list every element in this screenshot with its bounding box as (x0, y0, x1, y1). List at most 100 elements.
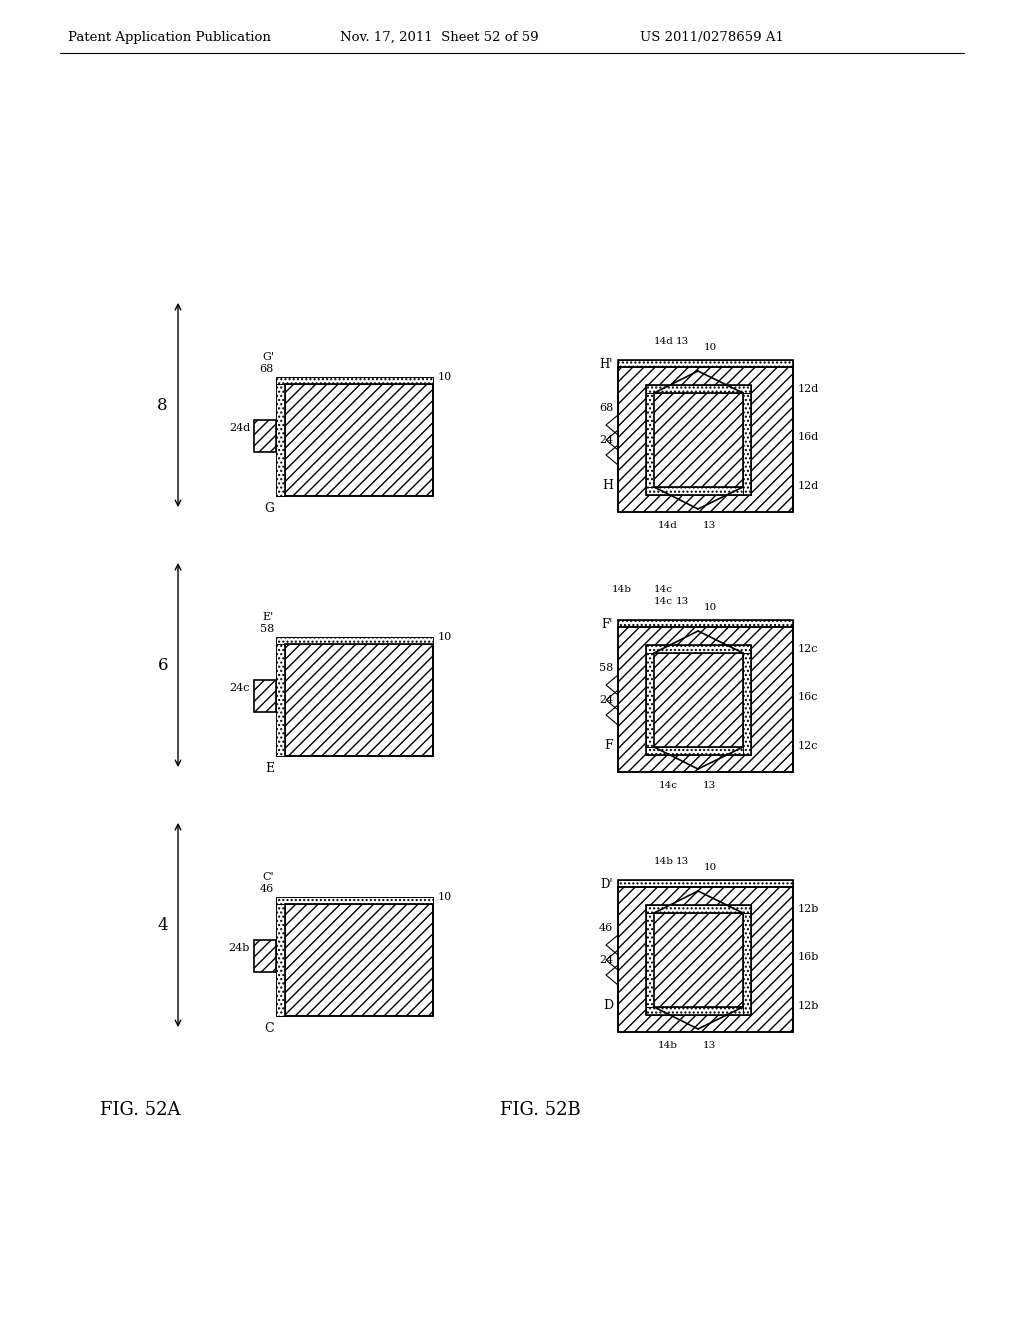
Text: 12d: 12d (798, 384, 819, 393)
Bar (285, 384, 433, 496)
Text: 13: 13 (676, 338, 689, 346)
Text: G': G' (262, 352, 274, 362)
Bar (646, 645, 751, 653)
Text: 8: 8 (158, 396, 168, 413)
Text: 13: 13 (676, 858, 689, 866)
Text: FIG. 52A: FIG. 52A (100, 1101, 180, 1119)
Text: 6: 6 (158, 656, 168, 673)
Bar (276, 644, 285, 756)
Text: 10: 10 (705, 603, 717, 612)
Text: C': C' (262, 873, 274, 882)
Bar (254, 940, 276, 972)
Bar (646, 1007, 751, 1015)
Text: 14d: 14d (658, 521, 678, 531)
Bar (646, 906, 654, 1015)
Bar (646, 645, 751, 755)
Bar (618, 880, 793, 887)
Bar (254, 420, 276, 451)
Bar (654, 393, 743, 487)
Text: 14c: 14c (659, 781, 678, 791)
Text: 13: 13 (703, 781, 716, 791)
Text: Patent Application Publication: Patent Application Publication (68, 30, 271, 44)
Text: D: D (603, 999, 613, 1012)
Bar (276, 904, 285, 1016)
Bar (646, 385, 751, 495)
Text: G: G (264, 502, 274, 515)
Text: 10: 10 (705, 863, 717, 873)
Text: F': F' (602, 618, 613, 631)
Text: 24d: 24d (228, 422, 250, 433)
Text: 58: 58 (260, 624, 274, 634)
Text: 13: 13 (703, 1041, 716, 1051)
Bar (276, 384, 285, 496)
Text: 14c: 14c (654, 586, 673, 594)
Text: 10: 10 (438, 372, 453, 381)
Bar (646, 906, 751, 913)
Text: 68: 68 (260, 364, 274, 374)
Bar (285, 644, 433, 756)
Text: FIG. 52B: FIG. 52B (500, 1101, 581, 1119)
Bar (646, 906, 751, 1015)
Text: 24: 24 (599, 696, 613, 705)
Bar (646, 385, 751, 495)
Text: C: C (264, 1022, 274, 1035)
Bar (276, 378, 433, 384)
Text: 24c: 24c (229, 682, 250, 693)
Text: E: E (265, 762, 274, 775)
Bar (618, 367, 793, 512)
Text: 12c: 12c (798, 741, 818, 751)
Text: 68: 68 (599, 403, 613, 413)
Text: 12c: 12c (798, 644, 818, 653)
Text: 10: 10 (705, 343, 717, 352)
Text: 4: 4 (158, 916, 168, 933)
Bar (618, 360, 793, 367)
Text: 24b: 24b (228, 942, 250, 953)
Text: 13: 13 (703, 521, 716, 531)
Text: F: F (604, 739, 613, 752)
Bar (646, 645, 654, 755)
Bar (285, 904, 433, 1016)
Bar (743, 906, 751, 1015)
Bar (285, 644, 433, 756)
Bar (618, 620, 793, 627)
Bar (618, 627, 793, 772)
Text: 14c: 14c (654, 598, 673, 606)
Text: 46: 46 (260, 884, 274, 894)
Text: 46: 46 (599, 923, 613, 933)
Text: 12b: 12b (798, 904, 819, 913)
Text: 14d: 14d (654, 338, 674, 346)
Text: 10: 10 (438, 632, 453, 642)
Bar (743, 385, 751, 495)
Text: Nov. 17, 2011  Sheet 52 of 59: Nov. 17, 2011 Sheet 52 of 59 (340, 30, 539, 44)
Bar (743, 645, 751, 755)
Text: US 2011/0278659 A1: US 2011/0278659 A1 (640, 30, 784, 44)
Bar (646, 747, 751, 755)
Text: 14b: 14b (658, 1041, 678, 1051)
Text: 14b: 14b (654, 858, 674, 866)
Text: 16b: 16b (798, 952, 819, 961)
Bar (276, 638, 433, 644)
Bar (646, 645, 751, 755)
Bar (285, 384, 433, 496)
Bar (646, 385, 654, 495)
Bar (646, 385, 751, 393)
Text: 58: 58 (599, 663, 613, 673)
Bar (646, 906, 751, 1015)
Bar (618, 620, 793, 627)
Bar (618, 367, 793, 512)
Text: 10: 10 (438, 892, 453, 902)
Bar (276, 898, 433, 904)
Text: 14b: 14b (612, 586, 632, 594)
Bar (654, 653, 743, 747)
Text: 12d: 12d (798, 480, 819, 491)
Text: 16c: 16c (798, 692, 818, 702)
Text: 24: 24 (599, 436, 613, 445)
Text: 16d: 16d (798, 432, 819, 442)
Bar (618, 887, 793, 1032)
Bar (618, 880, 793, 887)
Bar (618, 627, 793, 772)
Text: 24: 24 (599, 954, 613, 965)
Text: E': E' (263, 612, 274, 622)
Text: 13: 13 (676, 598, 689, 606)
Bar (654, 913, 743, 1007)
